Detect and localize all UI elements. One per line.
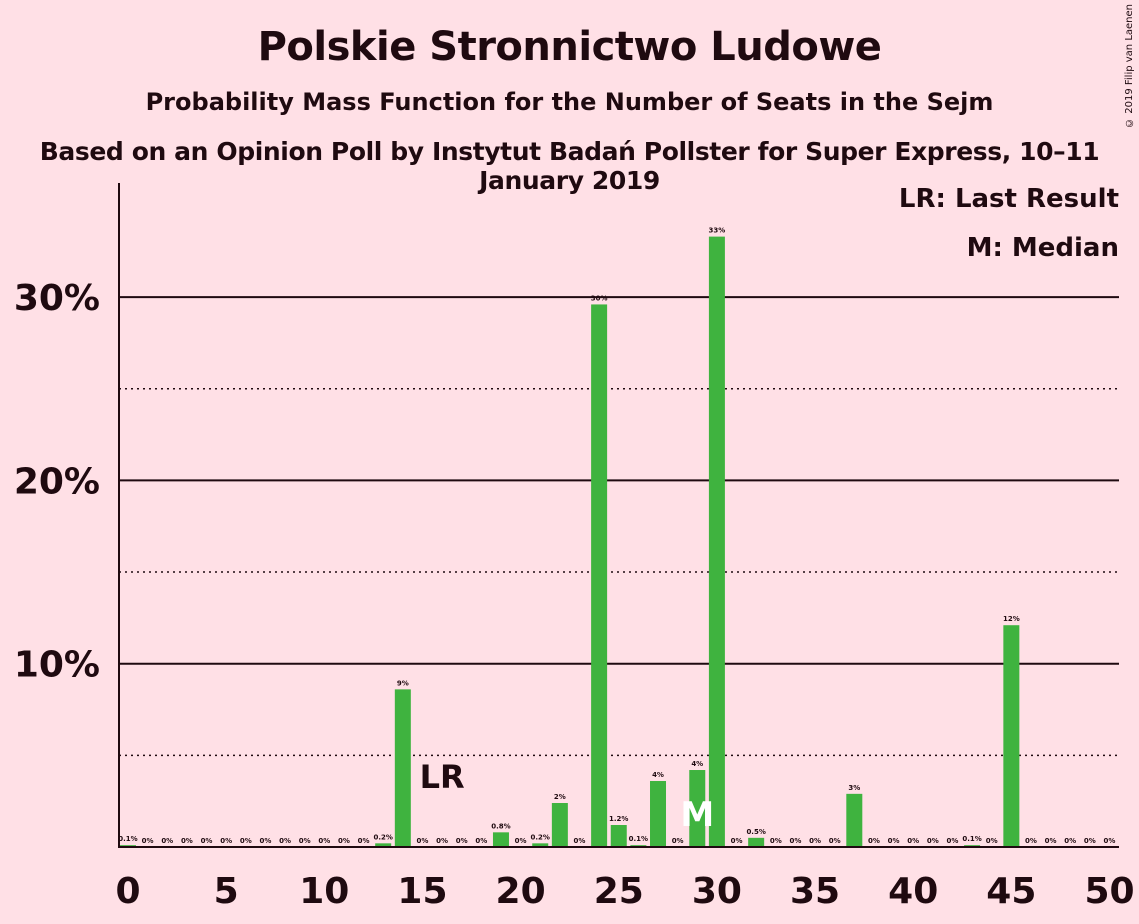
bar-value-label-20: 0% [515,837,527,845]
last-result-marker: LR [420,758,465,796]
median-marker: M [680,795,714,835]
bar-seat-22 [551,803,568,847]
bar-value-label-19: 0.8% [491,822,510,830]
y-tick-label-30: 30% [14,278,100,319]
bar-value-label-12: 0% [358,837,370,845]
bar-value-label-25: 1.2% [609,815,628,823]
bar-seat-25 [610,825,627,847]
bar-value-label-29: 4% [691,760,703,768]
chart-source-subtitle: Based on an Opinion Poll by Instytut Bad… [39,137,1100,195]
bar-value-label-8: 0% [279,837,291,845]
x-tick-label-25: 25 [594,871,644,912]
bar-seat-45 [1003,625,1020,847]
bar-seat-30 [708,236,725,848]
chart-subtitle: Probability Mass Function for the Number… [145,88,994,116]
bar-value-label-39: 0% [888,837,900,845]
bar-value-label-45: 12% [1003,615,1020,623]
bar-value-label-48: 0% [1064,837,1076,845]
bar-value-label-38: 0% [868,837,880,845]
bar-value-label-36: 0% [829,837,841,845]
chart-title: Polskie Stronnictwo Ludowe [257,24,882,70]
bar-value-label-37: 3% [848,784,860,792]
x-tick-label-40: 40 [888,871,938,912]
bar-value-label-14: 9% [397,679,409,687]
bar-value-label-26: 0.1% [629,835,648,843]
x-tick-label-5: 5 [214,871,239,912]
x-tick-label-30: 30 [692,871,742,912]
bar-value-label-3: 0% [181,837,193,845]
bar-seat-32 [748,837,765,847]
x-tick-label-15: 15 [397,871,447,912]
bar-value-label-27: 4% [652,771,664,779]
bar-seat-21 [532,843,549,847]
x-tick-label-20: 20 [496,871,546,912]
y-tick-label-20: 20% [14,461,100,502]
bar-value-label-22: 2% [554,793,566,801]
bar-value-label-28: 0% [672,837,684,845]
bar-value-label-42: 0% [947,837,959,845]
bar-seat-14 [394,689,411,847]
bar-value-label-34: 0% [789,837,801,845]
bar-value-label-18: 0% [475,837,487,845]
bar-value-label-50: 0% [1104,837,1116,845]
x-tick-label-45: 45 [986,871,1036,912]
bar-value-label-32: 0.5% [746,828,765,836]
bar-value-label-17: 0% [456,837,468,845]
bar-value-label-13: 0.2% [373,833,392,841]
x-tick-label-0: 0 [115,871,140,912]
bar-seat-37 [846,793,863,847]
bar-value-label-6: 0% [240,837,252,845]
legend-median: M: Median [966,233,1119,263]
bar-value-label-41: 0% [927,837,939,845]
bar-value-label-35: 0% [809,837,821,845]
bar-value-label-46: 0% [1025,837,1037,845]
bar-value-label-9: 0% [299,837,311,845]
bar-value-label-43: 0.1% [962,835,981,843]
x-tick-label-50: 50 [1084,871,1134,912]
bar-value-label-47: 0% [1045,837,1057,845]
bar-seat-27 [650,781,667,847]
bar-value-label-5: 0% [220,837,232,845]
bar-value-label-16: 0% [436,837,448,845]
bar-value-label-0: 0.1% [118,835,137,843]
bar-value-label-40: 0% [907,837,919,845]
bar-value-label-30: 33% [709,227,726,235]
bar-seat-19 [492,832,509,847]
bar-value-label-21: 0.2% [531,833,550,841]
bar-value-label-31: 0% [731,837,743,845]
bar-value-label-1: 0% [142,837,154,845]
bar-value-label-33: 0% [770,837,782,845]
bar-seat-24 [591,304,608,847]
bar-seat-29 [689,770,706,847]
bar-seat-13 [375,843,392,847]
bar-value-label-4: 0% [201,837,213,845]
bar-value-label-7: 0% [259,837,271,845]
bar-value-label-11: 0% [338,837,350,845]
bar-value-label-23: 0% [574,837,586,845]
bar-value-label-2: 0% [161,837,173,845]
bar-value-label-15: 0% [417,837,429,845]
bar-value-label-49: 0% [1084,837,1096,845]
x-tick-label-10: 10 [299,871,349,912]
y-tick-label-10: 10% [14,645,100,686]
bar-value-label-44: 0% [986,837,998,845]
bar-value-label-24: 30% [591,294,608,302]
bar-value-label-10: 0% [318,837,330,845]
legend-last-result: LR: Last Result [898,184,1119,214]
x-tick-label-35: 35 [790,871,840,912]
